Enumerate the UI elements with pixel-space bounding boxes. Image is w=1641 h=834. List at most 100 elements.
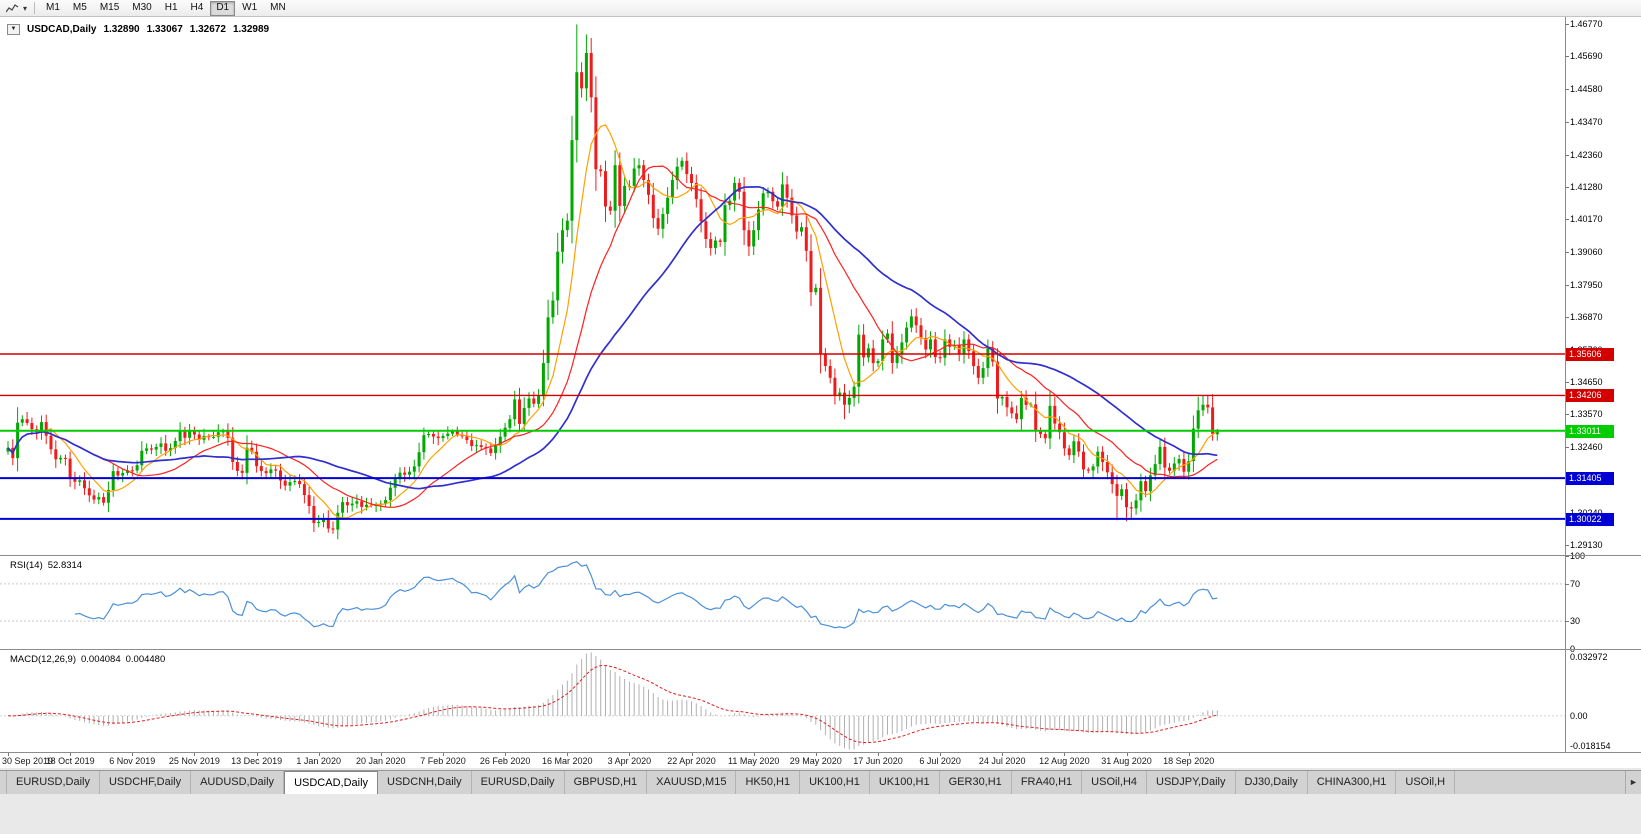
date-axis-tick [1002,753,1004,756]
price-axis-label: 1.34650 [1570,377,1603,388]
date-axis-label: 3 Apr 2020 [607,756,652,766]
chart-type-icon[interactable] [4,2,20,15]
price-axis-tick [1565,284,1569,286]
price-axis-label: 1.44580 [1570,84,1603,94]
chart-tab-usdcnh-daily[interactable]: USDCNH,Daily [378,771,472,794]
tab-scroll-right-button[interactable]: ► [1625,771,1641,794]
chart-tab-hk50-h1[interactable]: HK50,H1 [736,771,801,794]
price-axis-tick [1565,316,1569,318]
timeframe-mn-button[interactable]: MN [264,1,292,16]
date-axis-tick [132,753,134,756]
macd-name: MACD(12,26,9) [10,654,76,665]
price-axis-label: 1.39060 [1570,247,1603,257]
price-axis-tick [1565,121,1569,123]
pane-splitter[interactable] [0,649,1641,650]
date-axis-label: 6 Jul 2020 [919,756,961,766]
chart-tab-usoil-h4[interactable]: USOil,H4 [1082,771,1148,794]
price-axis-label: 1.32460 [1570,441,1603,452]
rsi-axis-tick [1565,556,1569,557]
chart-tab-fra40-h1[interactable]: FRA40,H1 [1012,771,1083,794]
date-axis-tick [1064,753,1066,756]
price-axis-separator [1565,17,1566,753]
rsi-name: RSI(14) [10,560,43,571]
macd-indicator-label: MACD(12,26,9) 0.004084 0.004480 [10,654,170,665]
chart-tab-audusd-daily[interactable]: AUDUSD,Daily [191,771,285,794]
expand-button[interactable]: ▼ [7,24,20,35]
pane-splitter[interactable] [0,752,1641,753]
chart-tab-dj30-daily[interactable]: DJ30,Daily [1236,771,1308,794]
timeframe-h1-button[interactable]: H1 [159,1,184,16]
chart-tab-usdjpy-daily[interactable]: USDJPY,Daily [1147,771,1236,794]
price-pane[interactable] [0,17,1565,555]
timeframe-d1-button[interactable]: D1 [210,0,236,16]
chart-tab-xauusd-m15[interactable]: XAUUSD,M15 [647,771,737,794]
chart-area[interactable]: ▼ USDCAD,Daily 1.32890 1.33067 1.32672 1… [0,17,1641,768]
timeframe-m30-button[interactable]: M30 [126,1,157,16]
price-axis-label: 1.45690 [1570,51,1603,62]
date-axis-tick [443,753,444,756]
date-axis-tick [1126,753,1128,756]
chart-tab-uk100-h1[interactable]: UK100,H1 [870,771,940,794]
date-axis-tick [380,753,382,756]
price-axis-tick [1565,382,1569,384]
date-axis-label: 18 Sep 2020 [1163,756,1215,766]
price-axis-label: 1.41280 [1570,181,1603,192]
price-axis-label: 1.40170 [1570,214,1603,225]
date-axis-label: 22 Apr 2020 [667,756,716,766]
date-axis-tick [256,753,258,756]
chart-tab-china300-h1[interactable]: CHINA300,H1 [1308,771,1397,794]
date-axis-label: 18 Oct 2019 [45,756,95,766]
high-value: 1.33067 [146,24,183,35]
macd-pane[interactable] [0,650,1565,752]
macd-signal-value: 0.004480 [125,654,166,665]
chart-tab-eurusd-daily[interactable]: EURUSD,Daily [6,771,100,794]
price-axis-label: 1.42360 [1570,149,1603,160]
date-axis-tick [318,753,320,756]
date-axis-label: 7 Feb 2020 [420,756,466,766]
dropdown-caret-icon[interactable]: ▾ [23,3,28,13]
date-axis-label: 17 Jun 2020 [853,756,903,766]
chart-tab-ger30-h1[interactable]: GER30,H1 [940,771,1012,794]
chart-tab-usdcad-daily[interactable]: USDCAD,Daily [284,771,379,794]
chart-tab-eurusd-daily[interactable]: EURUSD,Daily [472,771,565,794]
macd-main-value: 0.004084 [81,654,121,665]
chart-tab-usoil-h[interactable]: USOil,H [1396,771,1456,794]
price-axis-label: 1.46770 [1570,19,1603,30]
price-axis-tick [1565,89,1569,90]
rsi-value: 52.8314 [47,560,83,571]
date-axis-label: 29 May 2020 [789,756,842,766]
toolbar-separator [34,2,36,14]
rsi-axis-tick [1565,621,1569,623]
date-axis-label: 31 Aug 2020 [1101,756,1152,766]
rsi-axis-tick [1565,583,1569,585]
timeframe-h4-button[interactable]: H4 [185,1,210,16]
date-axis-label: 1 Jan 2020 [296,756,341,766]
date-axis-tick [194,753,196,756]
pane-splitter[interactable] [0,555,1641,556]
chart-tab-gbpusd-h1[interactable]: GBPUSD,H1 [565,771,648,794]
date-axis-tick [70,753,72,756]
price-level-badge: 1.34206 [1566,389,1614,403]
rsi-axis-label: 100 [1570,551,1586,561]
rsi-axis-label: 70 [1570,578,1581,589]
price-axis-label: 1.36870 [1570,311,1603,322]
price-axis-tick [1565,154,1569,156]
date-axis-tick [815,753,817,756]
chart-tab-usdchf-daily[interactable]: USDCHF,Daily [100,771,192,794]
price-axis-label: 1.37950 [1570,279,1603,290]
timeframe-m15-button[interactable]: M15 [94,1,125,16]
rsi-axis-label: 30 [1570,616,1581,627]
chart-tab-uk100-h1[interactable]: UK100,H1 [800,771,870,794]
timeframe-m1-button[interactable]: M1 [40,1,66,16]
date-axis-label: 13 Dec 2019 [231,756,283,766]
price-level-badge: 1.30022 [1566,512,1614,526]
price-axis-tick [1565,414,1569,416]
low-value: 1.32672 [189,24,226,35]
timeframe-m5-button[interactable]: M5 [67,1,93,16]
timeframe-w1-button[interactable]: W1 [236,1,263,16]
symbol-period-label: USDCAD,Daily [27,24,97,35]
rsi-pane[interactable] [0,556,1565,649]
close-value: 1.32989 [232,24,270,35]
date-axis-tick [8,753,9,756]
price-axis-tick [1565,545,1569,547]
